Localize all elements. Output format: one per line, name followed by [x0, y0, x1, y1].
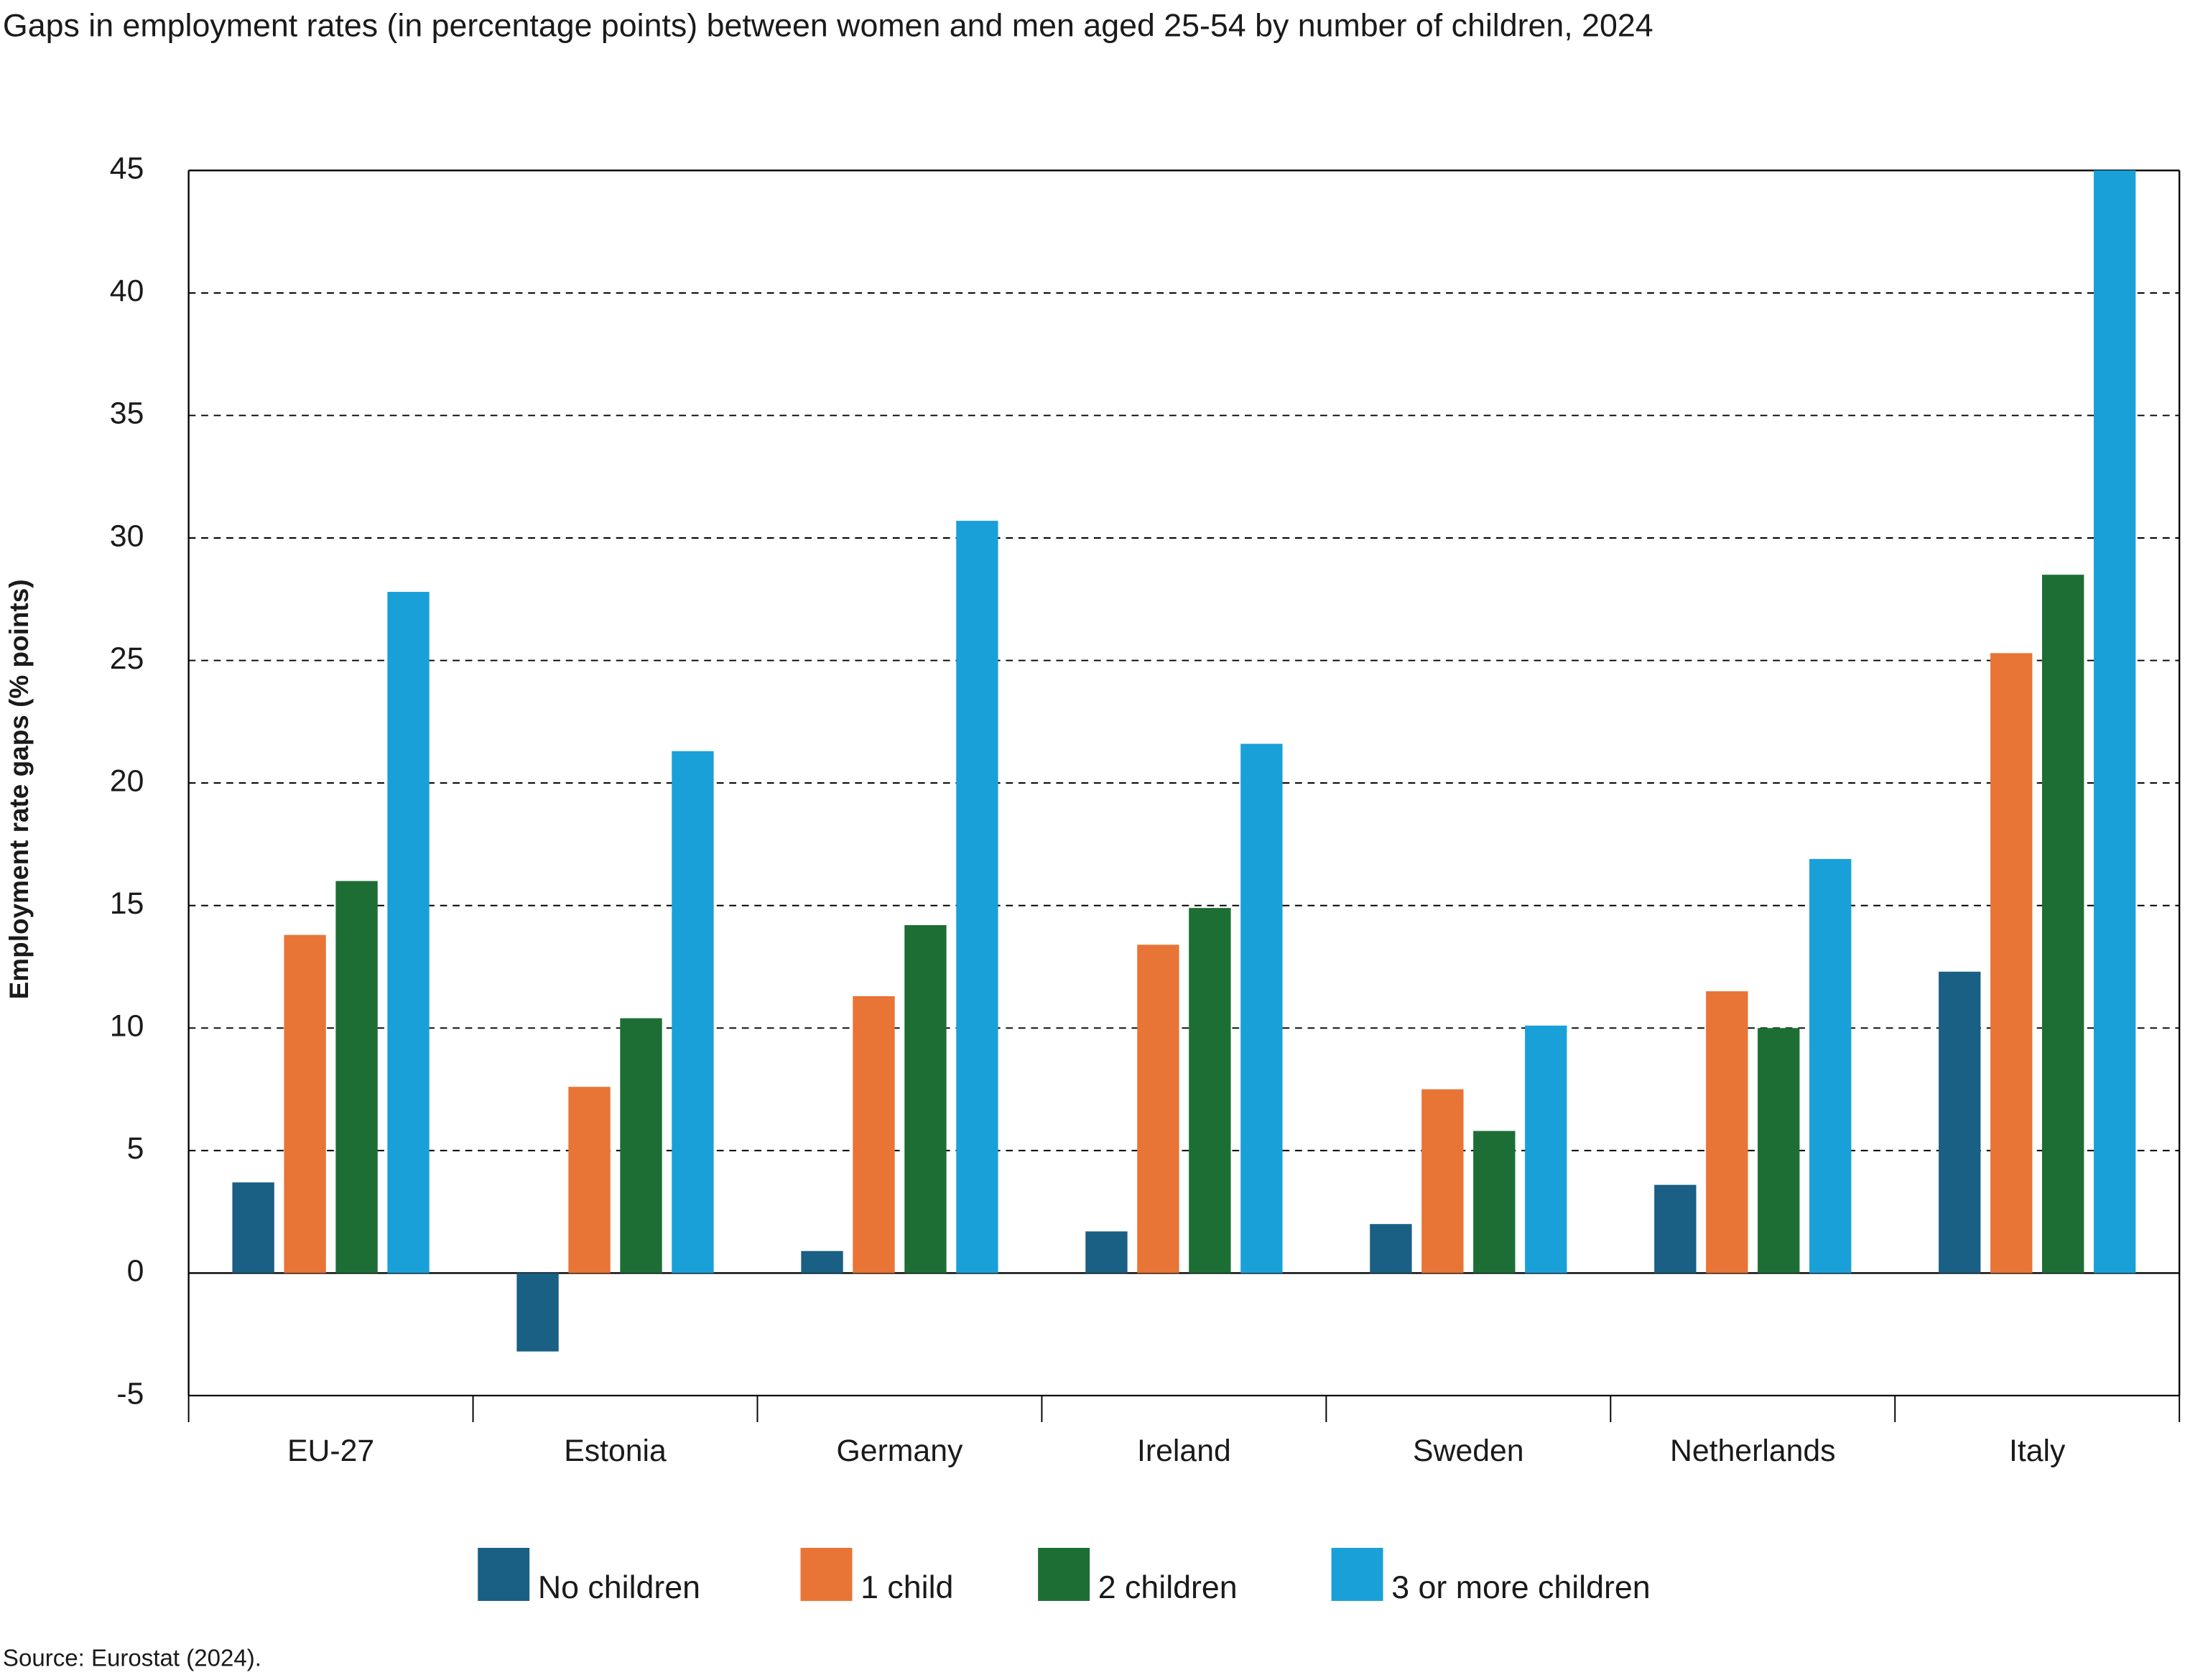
- legend-label: 2 children: [1098, 1570, 1238, 1605]
- legend-label: 3 or more children: [1391, 1570, 1650, 1605]
- bar: [568, 1087, 611, 1273]
- bar: [1939, 971, 1981, 1273]
- y-tick-label: 20: [110, 764, 144, 798]
- y-tick-label: 40: [110, 274, 144, 308]
- y-tick-label: 35: [110, 396, 144, 431]
- legend-swatch: [1038, 1548, 1090, 1601]
- y-tick-label: 45: [110, 152, 144, 186]
- bar: [387, 592, 430, 1273]
- bar: [1654, 1184, 1697, 1273]
- y-tick-label: -5: [116, 1376, 144, 1411]
- chart-title: Gaps in employment rates (in percentage …: [2, 6, 1653, 44]
- legend-label: 1 child: [860, 1570, 953, 1605]
- bar: [904, 925, 947, 1273]
- bar: [284, 934, 326, 1273]
- y-tick-label: 25: [110, 641, 144, 676]
- bar: [1990, 653, 2033, 1273]
- legend-swatch: [1331, 1548, 1383, 1601]
- bar: [1240, 743, 1283, 1273]
- legend-swatch: [800, 1548, 853, 1601]
- bar: [516, 1273, 559, 1352]
- x-tick-label: Netherlands: [1670, 1434, 1836, 1468]
- legend-swatch: [478, 1548, 530, 1601]
- x-tick-label: Ireland: [1137, 1434, 1231, 1468]
- y-tick-label: 15: [110, 886, 144, 921]
- bar: [335, 881, 378, 1273]
- bar: [1758, 1028, 1800, 1273]
- bar: [1809, 858, 1852, 1273]
- x-tick-label: Estonia: [564, 1434, 667, 1468]
- bar: [672, 751, 714, 1273]
- source: Source: Eurostat (2024).: [3, 1645, 261, 1671]
- bar: [1473, 1131, 1516, 1273]
- bar: [1085, 1231, 1128, 1273]
- x-tick-label: Italy: [2009, 1434, 2066, 1468]
- bar: [620, 1018, 662, 1273]
- bar: [1189, 908, 1231, 1273]
- x-tick-label: EU-27: [287, 1434, 374, 1468]
- bar: [1421, 1089, 1464, 1273]
- title-box: Gaps in employment rates (in percentage …: [2, 6, 1653, 44]
- bar: [232, 1182, 274, 1273]
- bar: [2042, 575, 2084, 1273]
- y-tick-label: 5: [127, 1131, 144, 1166]
- bar: [853, 996, 895, 1273]
- bar: [1137, 945, 1179, 1273]
- bar: [1370, 1224, 1412, 1273]
- x-tick-label: Germany: [837, 1434, 963, 1468]
- y-tick-label: 30: [110, 519, 144, 553]
- x-tick-label: Sweden: [1413, 1434, 1524, 1468]
- y-tick-label: 10: [110, 1009, 144, 1044]
- bar: [1525, 1025, 1567, 1273]
- bar: [1706, 991, 1748, 1273]
- y-axis-label: Employment rate gaps (% points): [4, 579, 34, 999]
- bar: [801, 1250, 843, 1273]
- y-tick-label: 0: [127, 1254, 144, 1289]
- legend-label: No children: [538, 1570, 700, 1605]
- bar: [2093, 170, 2136, 1273]
- bar: [956, 521, 998, 1273]
